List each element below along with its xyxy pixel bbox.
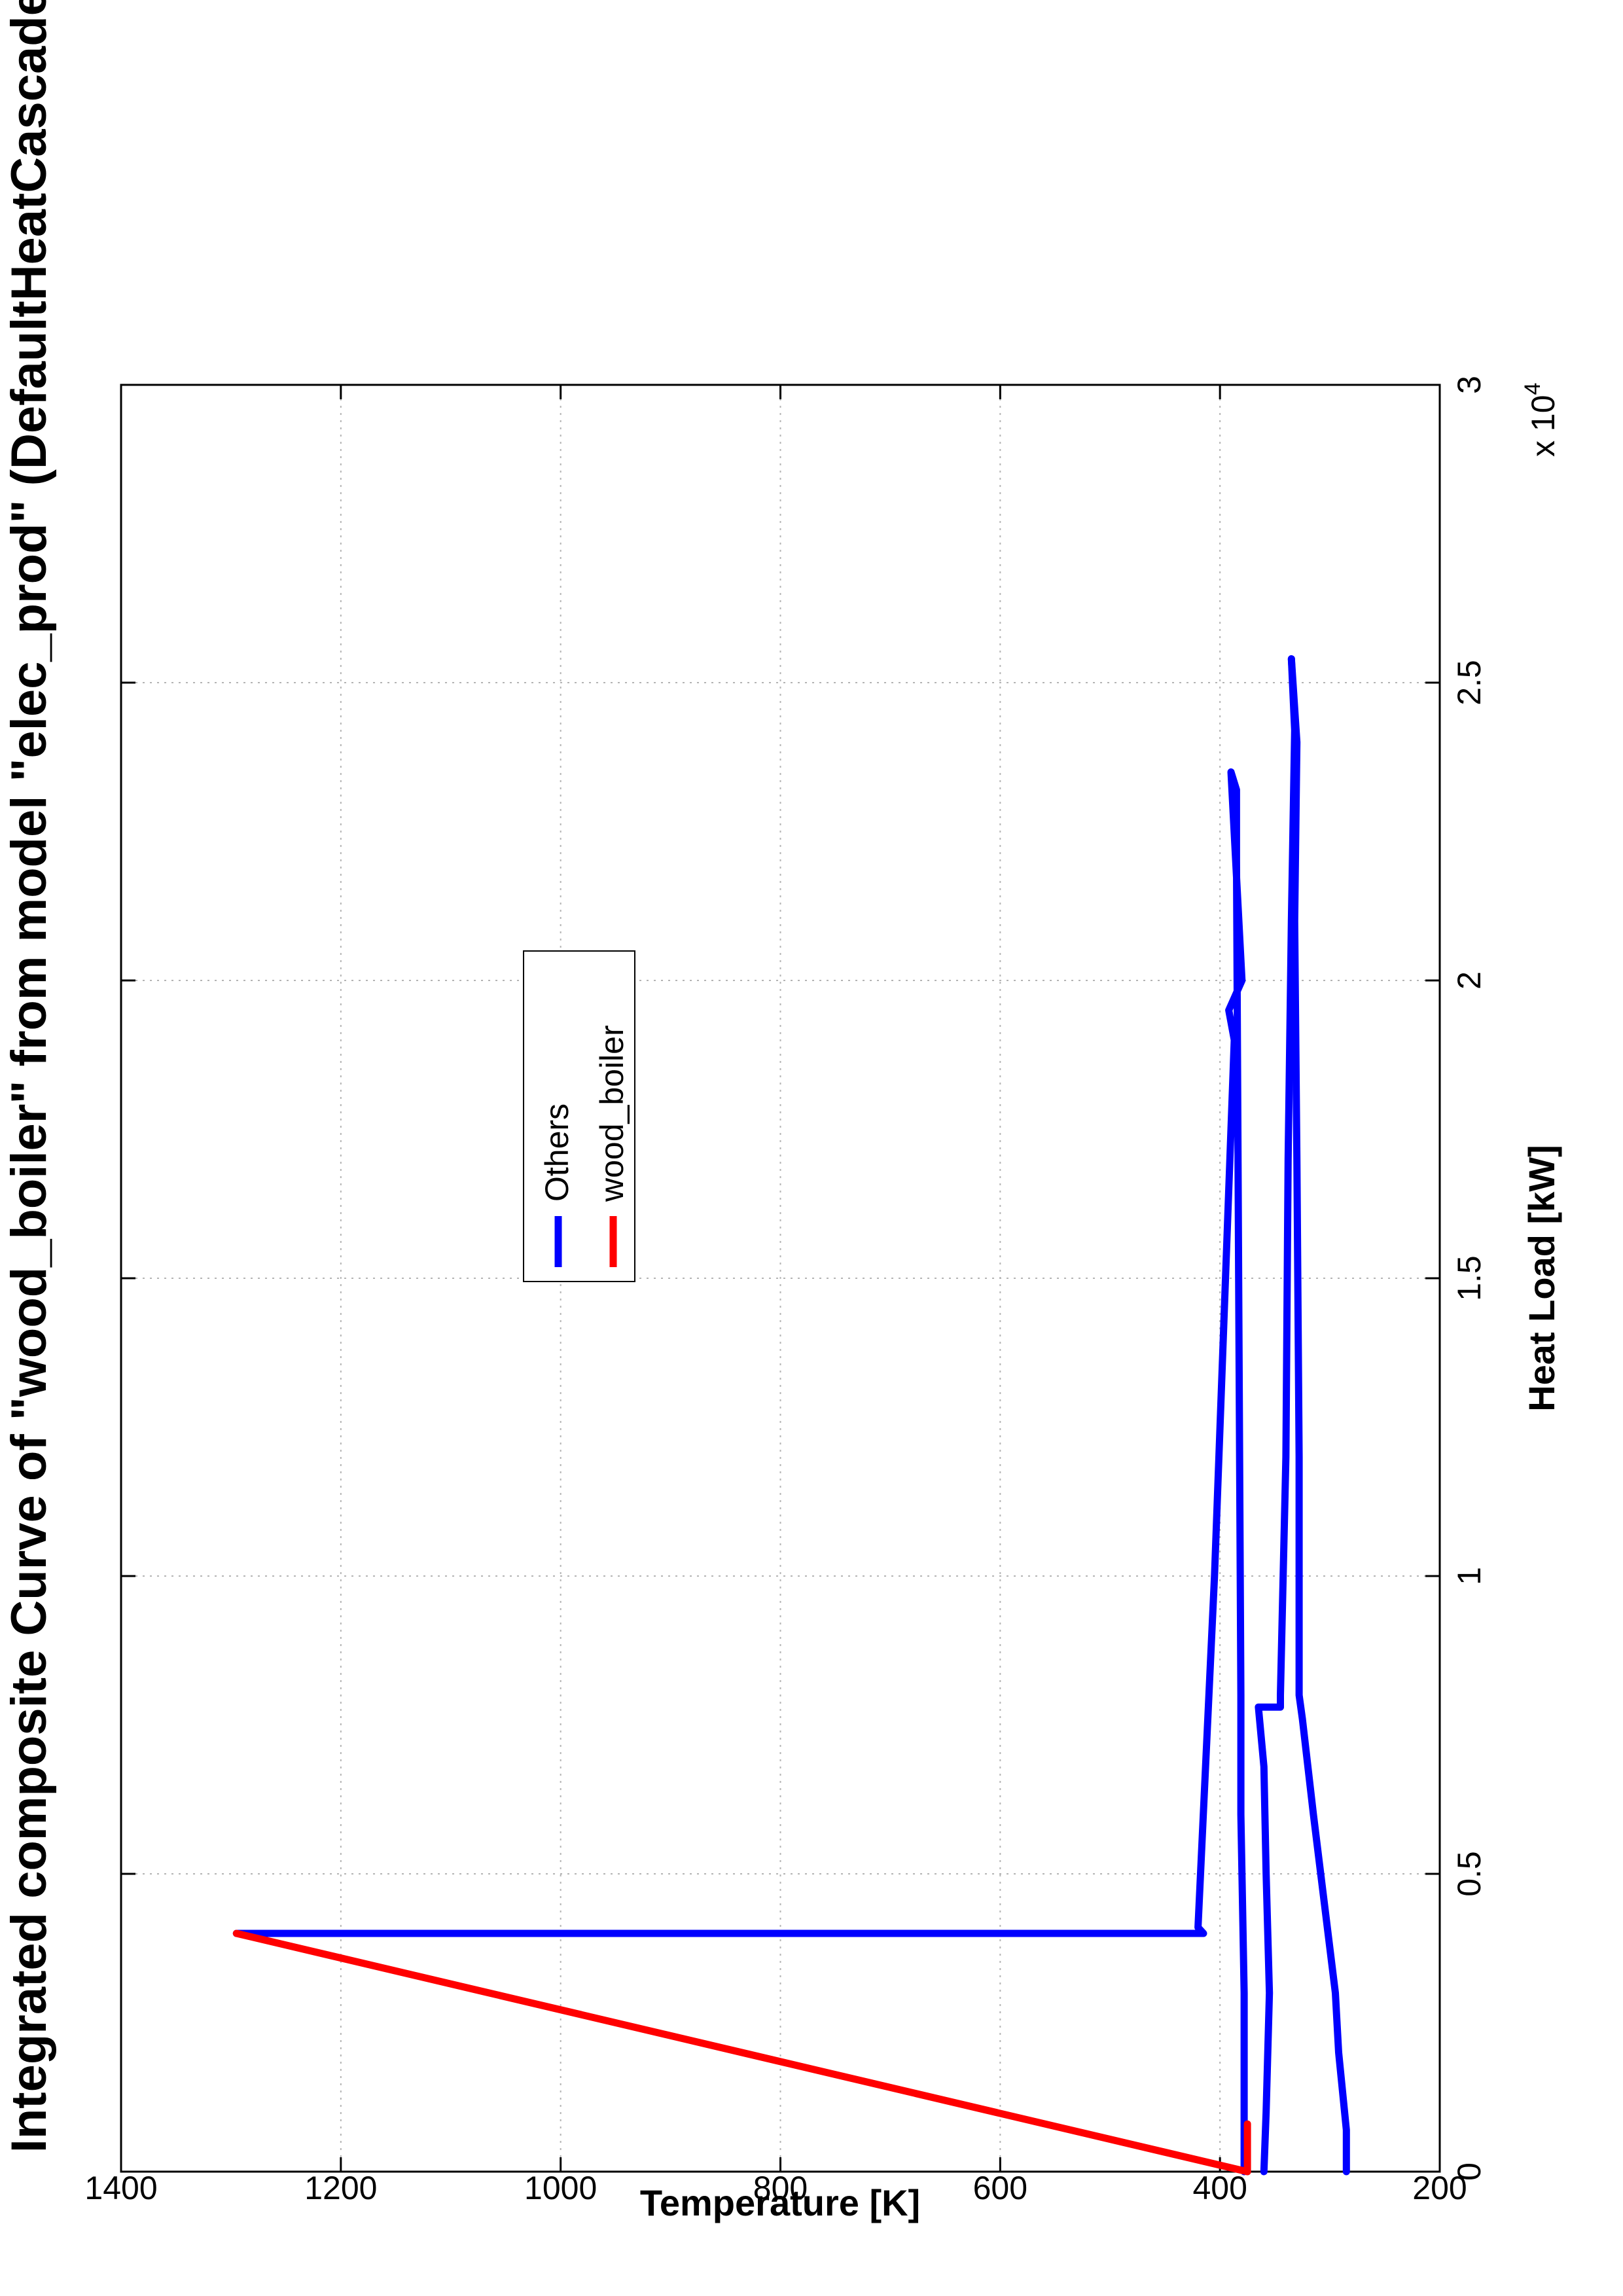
x-tick-label: 0 [1451, 2162, 1488, 2181]
x-multiplier-exponent: 4 [1520, 383, 1545, 395]
x-tick-label: 2.5 [1451, 660, 1488, 706]
x-tick-label: 0.5 [1451, 1851, 1488, 1897]
tick-marks [120, 384, 1441, 2173]
series-line-wood-boiler-3 [232, 1929, 1251, 2176]
x-tick-label: 2 [1451, 971, 1488, 990]
series-line-Others-0 [232, 768, 1248, 2176]
x-multiplier-base: x 10 [1525, 395, 1561, 457]
x-tick-label: 1.5 [1451, 1255, 1488, 1301]
legend-label-Others: Others [539, 1103, 575, 1202]
x-multiplier-label: x 104 [1520, 383, 1561, 457]
y-tick-label: 200 [1412, 2170, 1467, 2206]
x-tick-label: 1 [1451, 1567, 1488, 1585]
series-line-Others-1 [1255, 655, 1298, 2176]
legend-box [523, 950, 635, 1282]
series-layer [232, 655, 1350, 2176]
y-axis-title: Temperature [K] [640, 2182, 920, 2223]
y-tick-label: 800 [753, 2170, 808, 2206]
y-tick-label: 400 [1192, 2170, 1247, 2206]
x-axis-title: Heat Load [kW] [1521, 1145, 1562, 1412]
legend-label-wood-boiler: wood_boiler [594, 1025, 630, 1202]
y-tick-labels: 200 400 600 800 1000 1200 1400 [84, 2170, 1467, 2206]
series-line-Others-2 [1287, 655, 1350, 2176]
x-tick-labels: 0 0.5 1 1.5 2 2.5 3 [1451, 376, 1488, 2181]
chart-title: Integrated composite Curve of "wood_boil… [1, 0, 57, 2153]
y-tick-label: 1000 [524, 2170, 597, 2206]
y-tick-label: 600 [973, 2170, 1027, 2206]
x-tick-label: 3 [1451, 376, 1488, 394]
y-tick-label: 1400 [84, 2170, 157, 2206]
legend: Others wood_boiler [523, 950, 635, 1282]
y-tick-label: 1200 [304, 2170, 377, 2206]
